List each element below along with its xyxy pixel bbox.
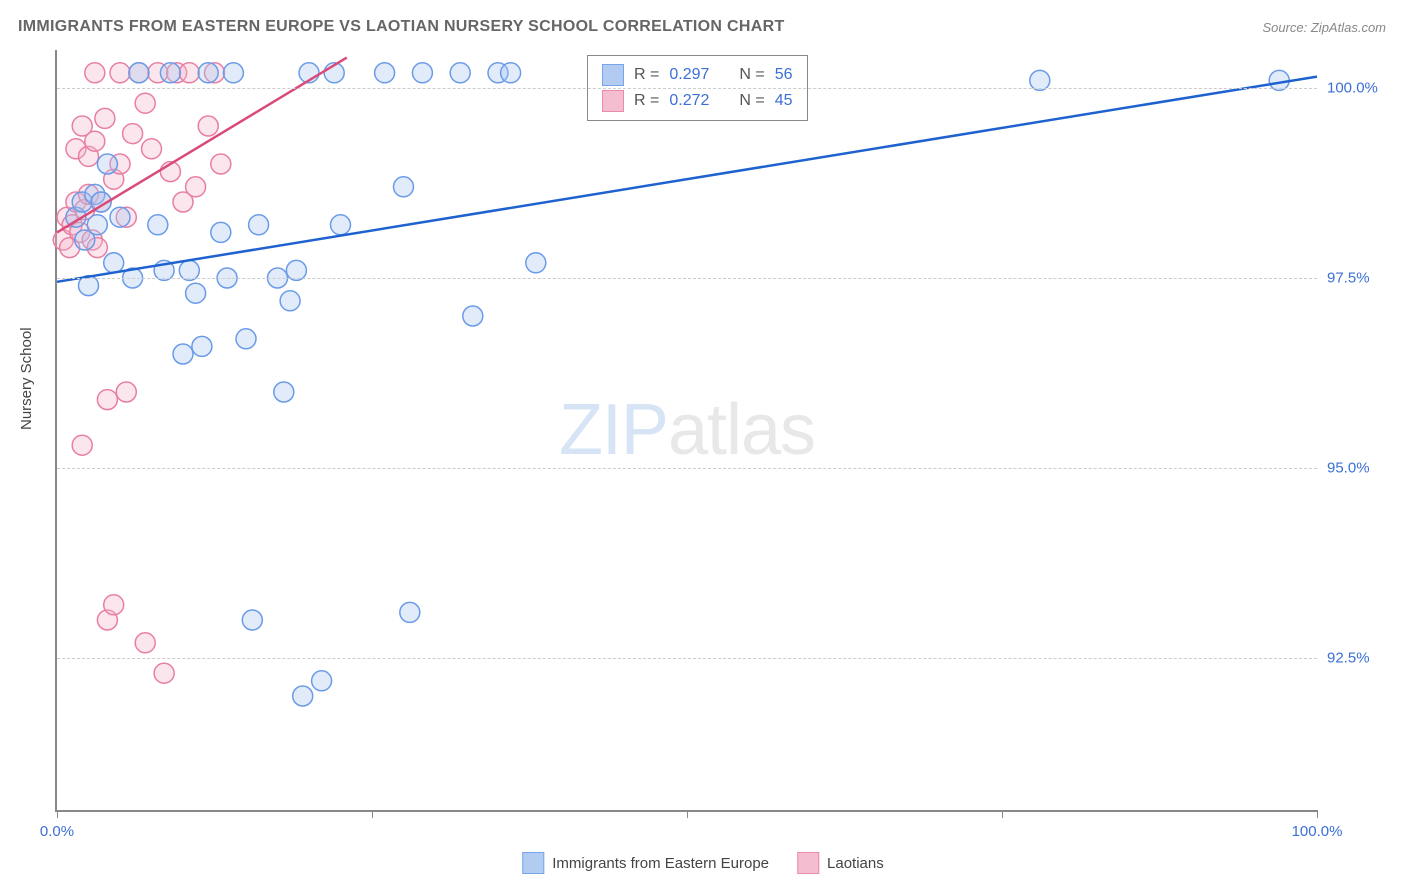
legend-label-series-1: Immigrants from Eastern Europe (552, 855, 769, 872)
scatter-point (526, 253, 546, 273)
scatter-point (154, 663, 174, 683)
y-tick-label: 95.0% (1327, 460, 1397, 477)
scatter-point (97, 154, 117, 174)
scatter-point (450, 63, 470, 83)
scatter-point (236, 329, 256, 349)
chart-title: IMMIGRANTS FROM EASTERN EUROPE VS LAOTIA… (18, 18, 785, 36)
y-tick-label: 100.0% (1327, 80, 1397, 97)
gridline (57, 278, 1317, 279)
gridline (57, 88, 1317, 89)
scatter-point (223, 63, 243, 83)
scatter-point (242, 610, 262, 630)
scatter-point (375, 63, 395, 83)
scatter-point (400, 602, 420, 622)
scatter-point (95, 108, 115, 128)
scatter-point (192, 336, 212, 356)
scatter-point (463, 306, 483, 326)
scatter-point (312, 671, 332, 691)
scatter-point (135, 633, 155, 653)
scatter-point (186, 283, 206, 303)
x-tick (1317, 810, 1318, 818)
x-tick (372, 810, 373, 818)
source-attribution: Source: ZipAtlas.com (1262, 20, 1386, 35)
scatter-point (72, 435, 92, 455)
legend-item-series-2: Laotians (797, 852, 884, 874)
legend-label-series-2: Laotians (827, 855, 884, 872)
scatter-point (85, 63, 105, 83)
chart-container: IMMIGRANTS FROM EASTERN EUROPE VS LAOTIA… (0, 0, 1406, 892)
x-tick (687, 810, 688, 818)
scatter-point (110, 207, 130, 227)
scatter-point (104, 253, 124, 273)
scatter-point (179, 63, 199, 83)
scatter-point (85, 131, 105, 151)
plot-area: ZIPatlas R = 0.297 N = 56 R = 0.272 N = … (55, 50, 1317, 812)
scatter-point (501, 63, 521, 83)
scatter-point (116, 382, 136, 402)
scatter-point (293, 686, 313, 706)
trend-line (57, 77, 1317, 282)
x-tick (57, 810, 58, 818)
y-tick-label: 92.5% (1327, 650, 1397, 667)
scatter-point (129, 63, 149, 83)
scatter-svg (57, 50, 1317, 810)
scatter-point (280, 291, 300, 311)
scatter-point (87, 215, 107, 235)
scatter-point (160, 63, 180, 83)
scatter-point (412, 63, 432, 83)
scatter-point (135, 93, 155, 113)
scatter-point (331, 215, 351, 235)
gridline (57, 658, 1317, 659)
swatch-series-1 (522, 852, 544, 874)
scatter-point (249, 215, 269, 235)
swatch-series-2 (797, 852, 819, 874)
legend-item-series-1: Immigrants from Eastern Europe (522, 852, 769, 874)
y-tick-label: 97.5% (1327, 270, 1397, 287)
scatter-point (97, 390, 117, 410)
scatter-point (104, 595, 124, 615)
series-legend: Immigrants from Eastern Europe Laotians (522, 852, 883, 874)
x-tick-label: 100.0% (1292, 823, 1343, 840)
gridline (57, 468, 1317, 469)
scatter-point (198, 63, 218, 83)
scatter-point (394, 177, 414, 197)
scatter-point (274, 382, 294, 402)
x-tick-label: 0.0% (40, 823, 74, 840)
scatter-point (198, 116, 218, 136)
scatter-point (123, 124, 143, 144)
scatter-point (211, 154, 231, 174)
scatter-point (186, 177, 206, 197)
scatter-point (110, 63, 130, 83)
scatter-point (211, 222, 231, 242)
scatter-point (142, 139, 162, 159)
x-tick (1002, 810, 1003, 818)
scatter-point (148, 215, 168, 235)
scatter-point (173, 344, 193, 364)
y-axis-label: Nursery School (18, 327, 35, 430)
